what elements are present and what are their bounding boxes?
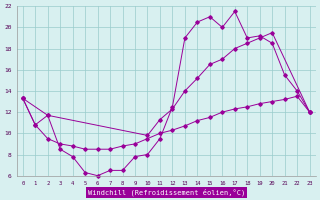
X-axis label: Windchill (Refroidissement éolien,°C): Windchill (Refroidissement éolien,°C) <box>88 188 245 196</box>
